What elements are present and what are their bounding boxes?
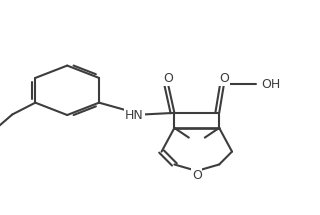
Text: O: O	[163, 72, 173, 85]
Text: HN: HN	[125, 109, 144, 121]
Text: O: O	[192, 169, 202, 182]
Text: O: O	[219, 72, 229, 85]
Text: OH: OH	[261, 78, 280, 91]
